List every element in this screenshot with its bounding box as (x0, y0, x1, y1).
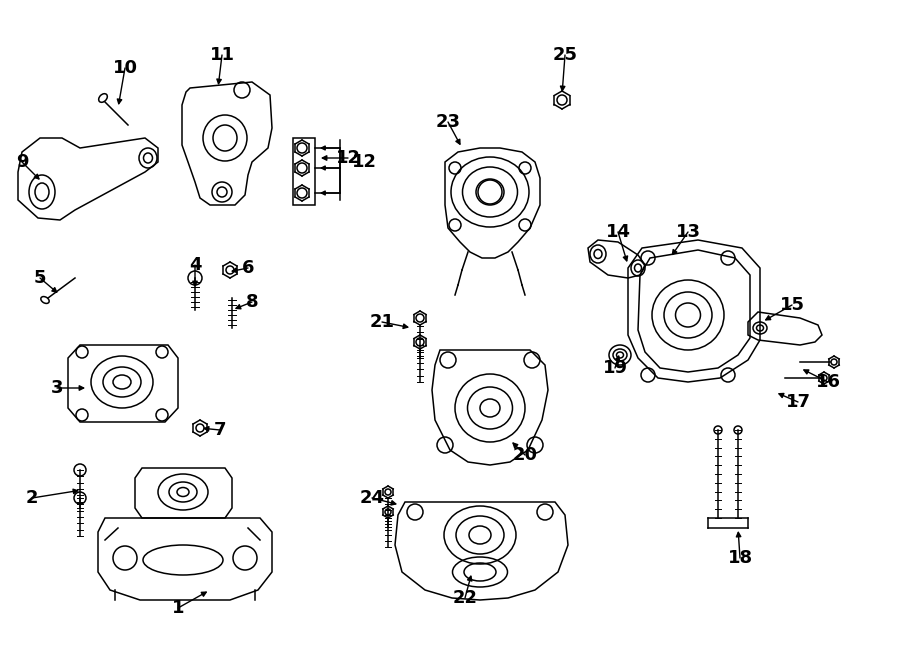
Text: 3: 3 (50, 379, 63, 397)
Text: 11: 11 (210, 46, 235, 64)
Text: 12: 12 (352, 153, 377, 171)
Text: 4: 4 (189, 256, 202, 274)
Text: 15: 15 (779, 296, 805, 314)
Text: 5: 5 (34, 269, 46, 287)
Text: 17: 17 (786, 393, 811, 411)
Text: 10: 10 (112, 59, 138, 77)
Text: 2: 2 (26, 489, 38, 507)
Text: 9: 9 (16, 153, 28, 171)
Text: 18: 18 (727, 549, 752, 567)
Text: 8: 8 (246, 293, 258, 311)
Text: 22: 22 (453, 589, 478, 607)
Text: 23: 23 (436, 113, 461, 131)
Text: 25: 25 (553, 46, 578, 64)
Text: 24: 24 (359, 489, 384, 507)
Text: 7: 7 (214, 421, 226, 439)
Text: 19: 19 (602, 359, 627, 377)
Text: 20: 20 (512, 446, 537, 464)
Text: 12: 12 (336, 149, 361, 167)
Text: 6: 6 (242, 259, 254, 277)
Text: 21: 21 (370, 313, 394, 331)
Text: 16: 16 (815, 373, 841, 391)
Text: 1: 1 (172, 599, 184, 617)
Text: 14: 14 (606, 223, 631, 241)
Text: 13: 13 (676, 223, 700, 241)
